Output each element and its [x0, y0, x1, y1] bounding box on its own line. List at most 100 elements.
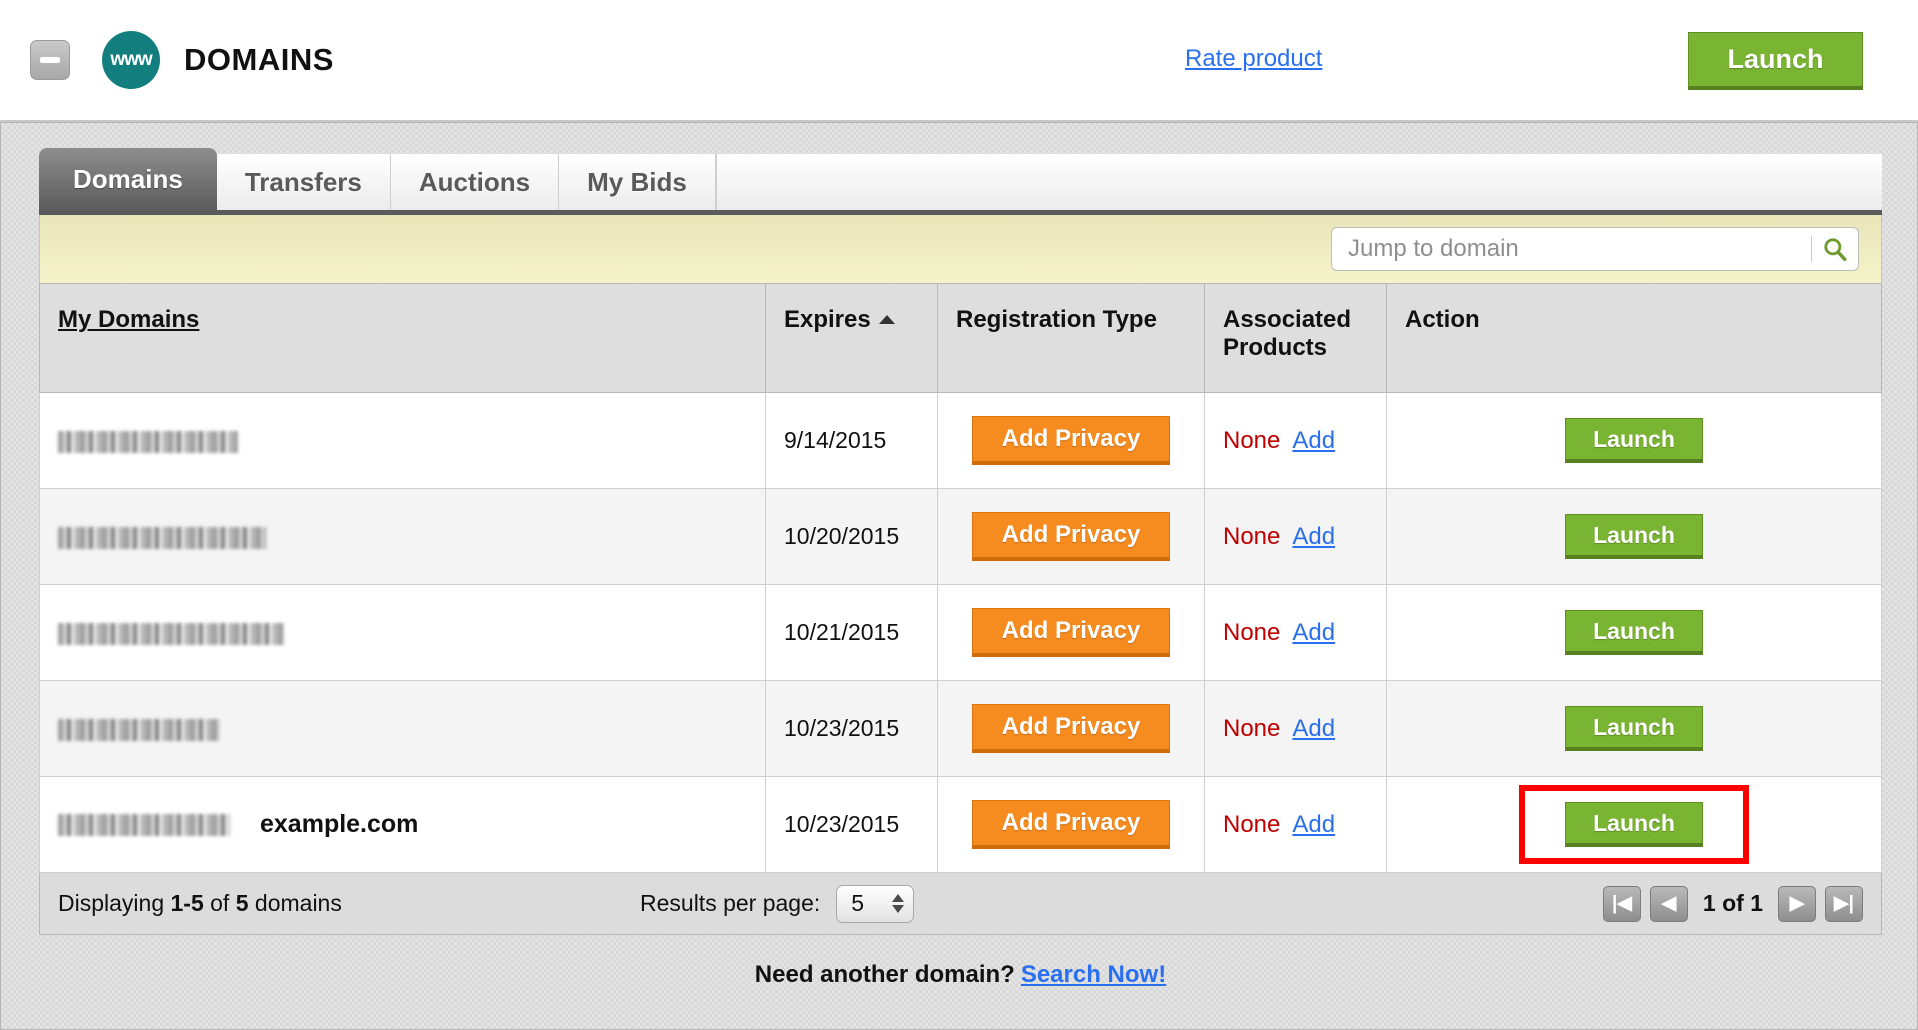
- cell-expires: 10/21/2015: [765, 584, 938, 681]
- rate-product-link[interactable]: Rate product: [1185, 45, 1323, 72]
- cell-registration-type: Add Privacy: [937, 584, 1205, 681]
- need-another-domain-text: Need another domain?: [754, 961, 1015, 988]
- collapse-icon[interactable]: [30, 40, 70, 80]
- main-panel: Domains Transfers Auctions My Bids: [0, 122, 1918, 1030]
- associated-products-none-label: None: [1223, 810, 1281, 838]
- redacted-domain-name: [58, 526, 266, 549]
- product-header: www DOMAINS Rate product Launch: [0, 0, 1918, 122]
- pagination: |◀ ◀ 1 of 1 ▶ ▶|: [1602, 885, 1863, 922]
- displaying-total: 5: [235, 890, 249, 916]
- search-box[interactable]: [1331, 227, 1859, 271]
- column-header-registration-type[interactable]: Registration Type: [937, 283, 1205, 393]
- redacted-domain-name: [58, 430, 238, 453]
- cell-action: Launch: [1386, 680, 1882, 777]
- domain-name-label: example.com: [260, 810, 419, 839]
- cell-associated-products: None Add: [1204, 584, 1387, 681]
- pager-next-button[interactable]: ▶: [1778, 885, 1816, 922]
- launch-button[interactable]: Launch: [1565, 610, 1703, 655]
- cell-action: Launch: [1386, 584, 1882, 681]
- stepper-icon[interactable]: [892, 894, 905, 913]
- table-footer: Displaying 1-5 of 5 domains Results per …: [39, 873, 1882, 935]
- domains-table: My Domains Expires Registration Type Ass…: [39, 283, 1882, 873]
- cell-registration-type: Add Privacy: [937, 776, 1205, 873]
- displaying-range: 1-5: [170, 890, 204, 916]
- column-header-expires[interactable]: Expires: [765, 283, 938, 393]
- tab-domains[interactable]: Domains: [39, 148, 217, 210]
- associated-products-add-link[interactable]: Add: [1292, 618, 1336, 646]
- results-per-page-value: 5: [851, 890, 865, 916]
- cell-registration-type: Add Privacy: [937, 488, 1205, 585]
- cell-associated-products: None Add: [1204, 488, 1387, 585]
- associated-products-add-link[interactable]: Add: [1292, 714, 1336, 742]
- table-row: 10/21/2015 Add Privacy None Add Launch: [39, 584, 1882, 681]
- chevron-up-icon: [892, 894, 905, 902]
- search-icon[interactable]: [1822, 236, 1848, 262]
- column-header-my-domains[interactable]: My Domains: [39, 283, 766, 393]
- tab-auctions[interactable]: Auctions: [390, 154, 560, 210]
- sort-ascending-icon: [878, 315, 895, 324]
- displaying-count: Displaying 1-5 of 5 domains: [58, 890, 342, 917]
- launch-button[interactable]: Launch: [1565, 802, 1703, 847]
- cell-domain-name: example.com: [39, 776, 766, 873]
- pager-last-button[interactable]: ▶|: [1825, 885, 1863, 922]
- tab-bar-filler: [715, 154, 1882, 210]
- associated-products-add-link[interactable]: Add: [1292, 522, 1336, 550]
- add-privacy-button[interactable]: Add Privacy: [972, 512, 1170, 561]
- tab-my-bids[interactable]: My Bids: [559, 154, 716, 210]
- cell-domain-name: [39, 584, 766, 681]
- add-privacy-button[interactable]: Add Privacy: [972, 416, 1170, 465]
- results-per-page-group: Results per page: 5: [640, 884, 915, 923]
- displaying-prefix: Displaying: [58, 890, 171, 916]
- cell-expires: 10/20/2015: [765, 488, 938, 585]
- cell-associated-products: None Add: [1204, 776, 1387, 873]
- table-body: 9/14/2015 Add Privacy None Add Launch 10/20/2…: [39, 392, 1882, 873]
- table-row: 9/14/2015 Add Privacy None Add Launch: [39, 392, 1882, 489]
- tab-bar: Domains Transfers Auctions My Bids: [39, 148, 1882, 215]
- cell-domain-name: [39, 680, 766, 777]
- table-row: 10/23/2015 Add Privacy None Add Launch: [39, 680, 1882, 777]
- cell-associated-products: None Add: [1204, 392, 1387, 489]
- pager-first-button[interactable]: |◀: [1602, 885, 1641, 922]
- www-logo-icon: www: [102, 31, 160, 89]
- cell-action: Launch: [1386, 776, 1882, 873]
- column-header-associated-products[interactable]: Associated Products: [1204, 283, 1387, 393]
- pager-status: 1 of 1: [1702, 890, 1763, 916]
- minus-glyph: [40, 57, 60, 63]
- associated-products-none-label: None: [1223, 426, 1281, 454]
- add-privacy-button[interactable]: Add Privacy: [972, 608, 1170, 657]
- highlight-annotation: Launch: [1519, 785, 1749, 864]
- search-strip: [39, 215, 1882, 283]
- cell-expires: 10/23/2015: [765, 680, 938, 777]
- results-per-page-label: Results per page:: [640, 890, 821, 916]
- cell-registration-type: Add Privacy: [937, 680, 1205, 777]
- launch-button[interactable]: Launch: [1565, 514, 1703, 559]
- table-row: 10/20/2015 Add Privacy None Add Launch: [39, 488, 1882, 585]
- associated-products-add-link[interactable]: Add: [1292, 426, 1336, 454]
- cell-action: Launch: [1386, 392, 1882, 489]
- launch-button[interactable]: Launch: [1565, 418, 1703, 463]
- redacted-domain-name: [58, 813, 230, 836]
- chevron-down-icon: [892, 905, 905, 913]
- associated-products-none-label: None: [1223, 714, 1281, 742]
- search-input[interactable]: [1346, 234, 1801, 264]
- results-per-page-select[interactable]: 5: [836, 884, 915, 923]
- header-launch-button[interactable]: Launch: [1688, 32, 1863, 90]
- cell-associated-products: None Add: [1204, 680, 1387, 777]
- associated-products-none-label: None: [1223, 618, 1281, 646]
- tab-transfers[interactable]: Transfers: [216, 154, 391, 210]
- column-header-action[interactable]: Action: [1386, 283, 1882, 393]
- launch-button[interactable]: Launch: [1565, 706, 1703, 751]
- table-row: example.com 10/23/2015 Add Privacy None Add L…: [39, 776, 1882, 873]
- redacted-domain-name: [58, 622, 284, 645]
- pager-prev-button[interactable]: ◀: [1649, 885, 1688, 922]
- cell-domain-name: [39, 488, 766, 585]
- search-now-link[interactable]: Search Now!: [1020, 961, 1167, 988]
- displaying-middle: of: [203, 890, 236, 916]
- add-privacy-button[interactable]: Add Privacy: [972, 800, 1170, 849]
- table-header-row: My Domains Expires Registration Type Ass…: [39, 283, 1882, 393]
- cell-expires: 10/23/2015: [765, 776, 938, 873]
- associated-products-add-link[interactable]: Add: [1292, 810, 1336, 838]
- need-another-domain: Need another domain? Search Now!: [39, 961, 1882, 989]
- cell-registration-type: Add Privacy: [937, 392, 1205, 489]
- add-privacy-button[interactable]: Add Privacy: [972, 704, 1170, 753]
